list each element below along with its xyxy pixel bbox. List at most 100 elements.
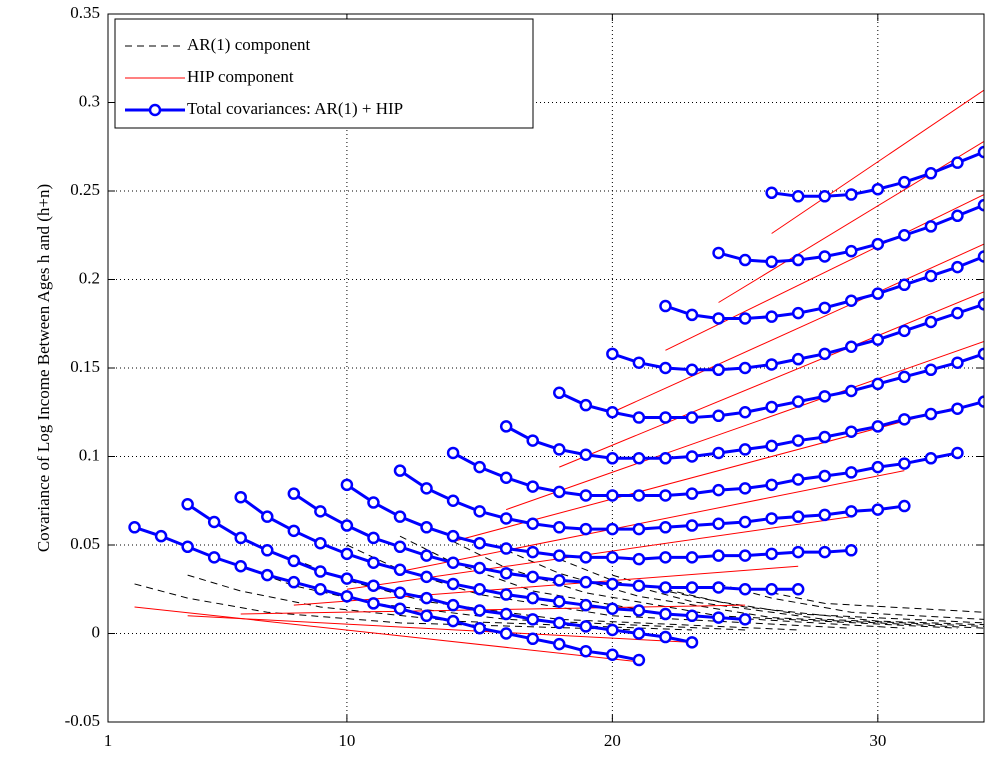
legend: AR(1) component HIP component Total covari… — [114, 18, 534, 129]
legend-label: Total covariances: AR(1) + HIP — [187, 99, 403, 118]
marker — [446, 494, 460, 507]
marker — [579, 551, 593, 564]
marker — [340, 478, 354, 492]
marker — [606, 551, 619, 564]
marker — [712, 581, 725, 594]
marker — [871, 503, 885, 516]
marker — [977, 395, 984, 408]
marker — [871, 237, 885, 251]
marker — [553, 574, 566, 587]
marker — [898, 413, 911, 426]
marker — [606, 577, 619, 591]
marker — [420, 482, 433, 495]
y-tick-label: -0.05 — [65, 711, 100, 730]
marker — [287, 487, 301, 500]
marker — [367, 556, 380, 569]
marker — [128, 521, 141, 534]
marker — [818, 469, 831, 483]
marker — [738, 312, 752, 325]
marker — [738, 482, 752, 495]
marker — [871, 287, 885, 300]
marker — [314, 536, 327, 550]
x-tick-label: 30 — [869, 731, 886, 750]
marker — [924, 167, 938, 180]
marker — [499, 542, 513, 555]
marker — [712, 611, 725, 624]
marker — [499, 512, 513, 525]
marker — [473, 561, 486, 575]
marker — [738, 443, 752, 456]
series-line — [612, 243, 984, 413]
marker — [738, 406, 752, 419]
marker — [818, 301, 831, 315]
marker — [393, 510, 407, 523]
marker — [420, 591, 433, 605]
marker — [818, 508, 831, 522]
marker — [526, 591, 539, 605]
marker — [393, 602, 407, 615]
marker — [314, 505, 327, 518]
marker — [951, 156, 964, 169]
y-tick-label: 0.05 — [70, 534, 100, 553]
marker — [420, 521, 433, 534]
marker — [871, 420, 885, 433]
marker — [659, 411, 672, 424]
marker — [261, 544, 274, 557]
marker — [659, 521, 672, 534]
marker — [340, 547, 354, 561]
marker — [659, 361, 672, 375]
marker — [845, 425, 858, 438]
x-tick-label: 1 — [104, 731, 113, 750]
marker — [446, 529, 460, 543]
marker — [526, 517, 539, 531]
marker — [340, 572, 354, 585]
marker — [446, 446, 460, 460]
marker — [393, 540, 407, 554]
marker — [845, 544, 858, 557]
marker — [791, 510, 805, 523]
y-tick-label: 0.3 — [79, 91, 100, 110]
marker — [977, 347, 984, 361]
marker — [499, 420, 513, 433]
marker — [818, 250, 831, 263]
marker — [526, 480, 539, 493]
marker — [898, 175, 911, 189]
marker — [951, 306, 964, 320]
marker — [632, 522, 646, 536]
marker — [606, 406, 619, 419]
y-tick-label: 0.15 — [70, 357, 100, 376]
marker — [659, 489, 672, 502]
marker — [845, 340, 858, 354]
marker — [579, 620, 593, 633]
marker — [473, 505, 486, 518]
marker — [526, 632, 539, 646]
series-line — [771, 592, 984, 613]
marker — [791, 473, 805, 486]
marker — [499, 607, 513, 621]
marker — [632, 627, 646, 640]
series-line — [134, 606, 639, 663]
marker — [738, 361, 752, 375]
marker — [977, 298, 984, 311]
marker — [579, 448, 593, 461]
marker — [871, 460, 885, 474]
series-line — [771, 89, 984, 234]
marker — [871, 182, 885, 196]
ticks: 1 10 20 30 -0.05 0 0.05 0.1 0.15 0.2 0.25 0.3 0.35 — [65, 3, 984, 750]
marker — [606, 602, 619, 615]
marker — [553, 443, 566, 456]
marker — [871, 333, 885, 346]
marker — [924, 363, 938, 377]
plot-area — [108, 14, 984, 722]
marker — [606, 347, 619, 361]
marker — [606, 489, 619, 502]
marker — [818, 190, 831, 203]
marker — [791, 545, 805, 559]
marker — [685, 609, 699, 623]
marker — [632, 579, 646, 592]
series-line — [240, 604, 746, 615]
y-tick-label: 0.2 — [79, 268, 100, 287]
marker — [632, 356, 646, 369]
marker — [606, 452, 619, 465]
